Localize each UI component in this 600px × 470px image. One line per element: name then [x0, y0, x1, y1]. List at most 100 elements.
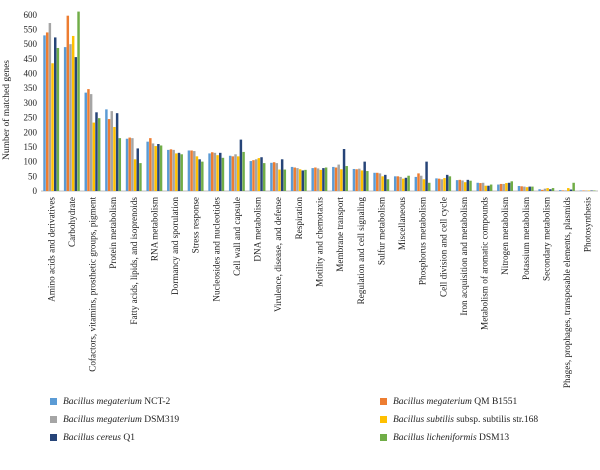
- bar-series-3: [587, 190, 591, 191]
- bar-series-4: [219, 152, 222, 191]
- bar-series-5: [345, 166, 348, 191]
- bar-series-5: [510, 181, 513, 191]
- bar-series-2: [564, 190, 567, 191]
- bar-series-4: [157, 144, 160, 191]
- bar-series-5: [428, 182, 431, 191]
- bar-series-3: [257, 158, 261, 191]
- bar-series-3: [319, 169, 322, 191]
- bar-series-0: [167, 149, 170, 191]
- bar-series-2: [523, 186, 526, 191]
- bar-series-2: [213, 152, 217, 191]
- bar-series-4: [487, 185, 490, 191]
- bar-series-3: [463, 182, 467, 191]
- bar-series-5: [118, 138, 122, 191]
- bar-series-0: [290, 166, 294, 191]
- bar-series-5: [221, 157, 225, 191]
- bar-series-4: [569, 189, 573, 191]
- x-category-label: Membrane transport: [335, 197, 345, 272]
- bar-series-3: [113, 126, 116, 191]
- bar-series-3: [154, 146, 157, 191]
- x-category-label: Cell division and cell cycle: [438, 197, 448, 297]
- bar-series-1: [437, 178, 441, 191]
- x-category-label: Potassium metabolism: [521, 197, 531, 280]
- bar-series-5: [593, 190, 596, 191]
- bar-series-3: [278, 169, 281, 191]
- x-category-label: Respiration: [294, 197, 304, 240]
- bar-series-1: [479, 183, 482, 191]
- bar-series-0: [105, 109, 108, 191]
- bar-series-4: [260, 157, 263, 191]
- x-category-label: Sulfur metabolism: [376, 197, 386, 265]
- bar-series-1: [190, 150, 193, 191]
- bar-series-1: [458, 179, 462, 191]
- bar-series-0: [270, 162, 273, 191]
- bar-series-1: [66, 15, 70, 191]
- bar-series-1: [149, 138, 152, 191]
- bar-series-5: [366, 171, 369, 191]
- bar-series-3: [546, 188, 549, 191]
- bar-series-1: [582, 190, 585, 191]
- x-category-label: Metabolism of aromatic compounds: [480, 197, 490, 330]
- x-category-label: Cofactors, vitamins, prosthetic groups, …: [88, 197, 98, 372]
- bar-series-2: [110, 111, 113, 191]
- y-tick-label: 0: [33, 186, 38, 196]
- bar-series-0: [455, 180, 459, 191]
- bar-series-1: [376, 172, 379, 191]
- bar-series-4: [384, 174, 387, 191]
- bar-series-1: [314, 167, 317, 191]
- bar-series-2: [131, 138, 134, 191]
- bar-series-0: [187, 150, 191, 191]
- bar-series-3: [360, 170, 364, 191]
- bar-series-2: [585, 190, 588, 191]
- bar-series-4: [239, 139, 243, 191]
- x-category-label: Fatty acids, lipids, and isoprenoids: [129, 197, 139, 325]
- bars-layer: [43, 11, 596, 192]
- bar-series-5: [572, 182, 575, 191]
- labels-layer: 0 50 100 150 200 250 300 350 400 450 500 550 600 Amin…: [24, 10, 593, 388]
- bar-series-1: [272, 162, 276, 191]
- bar-series-0: [146, 141, 149, 191]
- bar-series-0: [352, 168, 356, 191]
- bar-series-3: [175, 153, 178, 191]
- bar-series-5: [242, 151, 245, 191]
- y-tick-label: 300: [24, 98, 38, 108]
- bar-series-2: [316, 168, 320, 191]
- x-category-label: Photosynthesis: [583, 197, 593, 253]
- bar-series-5: [201, 161, 204, 191]
- bar-series-5: [77, 11, 80, 191]
- bar-series-3: [422, 179, 426, 191]
- bar-series-4: [322, 168, 325, 191]
- y-tick-label: 200: [24, 127, 38, 137]
- bar-series-1: [520, 186, 523, 191]
- bar-series-1: [417, 173, 420, 191]
- bar-series-3: [340, 169, 343, 191]
- bar-series-5: [531, 186, 534, 191]
- x-category-label: Phosphorus metabolism: [418, 197, 428, 285]
- bar-series-3: [92, 122, 96, 191]
- bar-series-5: [262, 163, 266, 191]
- y-tick-label: 50: [28, 171, 38, 181]
- bar-series-1: [231, 156, 235, 191]
- bar-series-2: [419, 175, 423, 191]
- bar-series-4: [136, 148, 139, 191]
- bar-series-0: [414, 176, 418, 191]
- y-tick-label: 450: [24, 54, 38, 64]
- bar-series-1: [45, 32, 49, 192]
- bar-series-0: [43, 35, 46, 192]
- bar-series-1: [499, 183, 503, 191]
- bar-series-3: [402, 178, 405, 191]
- bar-series-2: [378, 173, 382, 191]
- x-category-label: Secondary metabolism: [541, 197, 551, 281]
- bar-series-2: [440, 179, 444, 191]
- bar-series-3: [443, 178, 446, 191]
- bar-series-3: [195, 156, 199, 191]
- bar-series-4: [528, 186, 531, 191]
- bar-series-4: [425, 161, 428, 191]
- bar-series-5: [56, 47, 60, 191]
- x-category-label: RNA metabolism: [149, 197, 159, 261]
- bar-series-4: [342, 149, 346, 191]
- bar-series-2: [69, 44, 72, 191]
- bar-series-1: [128, 137, 131, 191]
